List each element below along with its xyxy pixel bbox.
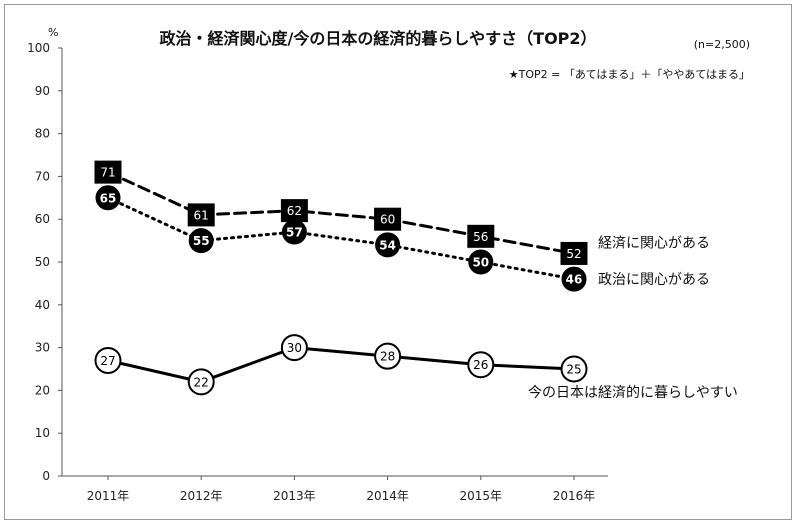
top2-definition-note: ★TOP2 = 「あてはまる」＋「ややあてはまる」: [509, 68, 750, 81]
x-tick-label: 2011年: [87, 489, 130, 503]
data-label: 52: [566, 247, 581, 261]
x-tick-label: 2012年: [180, 489, 223, 503]
x-tick-label: 2016年: [553, 489, 596, 503]
y-tick-label: 90: [35, 84, 50, 98]
x-tick-label: 2013年: [273, 489, 316, 503]
chart-title: 政治・経済関心度/今の日本の経済的暮らしやすさ（TOP2）: [159, 29, 596, 48]
series-1: 71 61 62 60 56 52 経済に関心がある: [95, 161, 710, 264]
y-tick-label: 70: [35, 169, 50, 183]
x-tick-label: 2014年: [366, 489, 409, 503]
y-tick-label: 0: [42, 469, 50, 483]
data-label: 27: [100, 354, 115, 368]
chart-canvas: 政治・経済関心度/今の日本の経済的暮らしやすさ（TOP2） (n=2,500) …: [0, 0, 800, 528]
series-layer: 71 61 62 60 56 52 経済に関心がある 65 55 57 54 50 46 政治に関心がある…: [95, 161, 738, 401]
data-label: 54: [379, 238, 396, 252]
data-label: 55: [193, 234, 210, 248]
data-label: 22: [194, 375, 209, 389]
data-label: 71: [100, 166, 115, 180]
y-tick-label: 80: [35, 127, 50, 141]
sample-size-note: (n=2,500): [694, 38, 750, 51]
series-line: [108, 198, 574, 279]
y-tick-label: 100: [27, 41, 50, 55]
y-tick-label: 50: [35, 255, 50, 269]
series-name-label: 経済に関心がある: [598, 235, 710, 251]
data-label: 25: [566, 363, 581, 377]
x-tick-label: 2015年: [460, 489, 503, 503]
data-label: 30: [287, 341, 302, 355]
series-line: [108, 172, 574, 253]
data-label: 28: [380, 350, 395, 364]
y-tick-label: 30: [35, 341, 50, 355]
series-name-label: 政治に関心がある: [598, 272, 710, 288]
data-label: 65: [100, 191, 117, 205]
y-tick-label: 10: [35, 426, 50, 440]
data-label: 62: [287, 204, 302, 218]
data-label: 60: [380, 213, 395, 227]
data-label: 57: [286, 226, 303, 240]
series-3: 27 22 30 28 26 25 今の日本は経済的に暮らしやすい: [96, 335, 738, 401]
data-label: 56: [473, 230, 488, 244]
series-line: [108, 348, 574, 382]
data-label: 50: [472, 256, 489, 270]
y-tick-label: 60: [35, 212, 50, 226]
axes: 0 10 20 30 40 50 60 70 80 90 100 2011年 2012年 2013年 201…: [27, 41, 608, 503]
data-label: 26: [473, 358, 488, 372]
data-label: 61: [194, 208, 209, 222]
data-label: 46: [566, 273, 583, 287]
series-name-label: 今の日本は経済的に暮らしやすい: [528, 385, 738, 401]
y-axis-unit: %: [48, 26, 58, 39]
y-tick-label: 40: [35, 298, 50, 312]
y-tick-label: 20: [35, 383, 50, 397]
